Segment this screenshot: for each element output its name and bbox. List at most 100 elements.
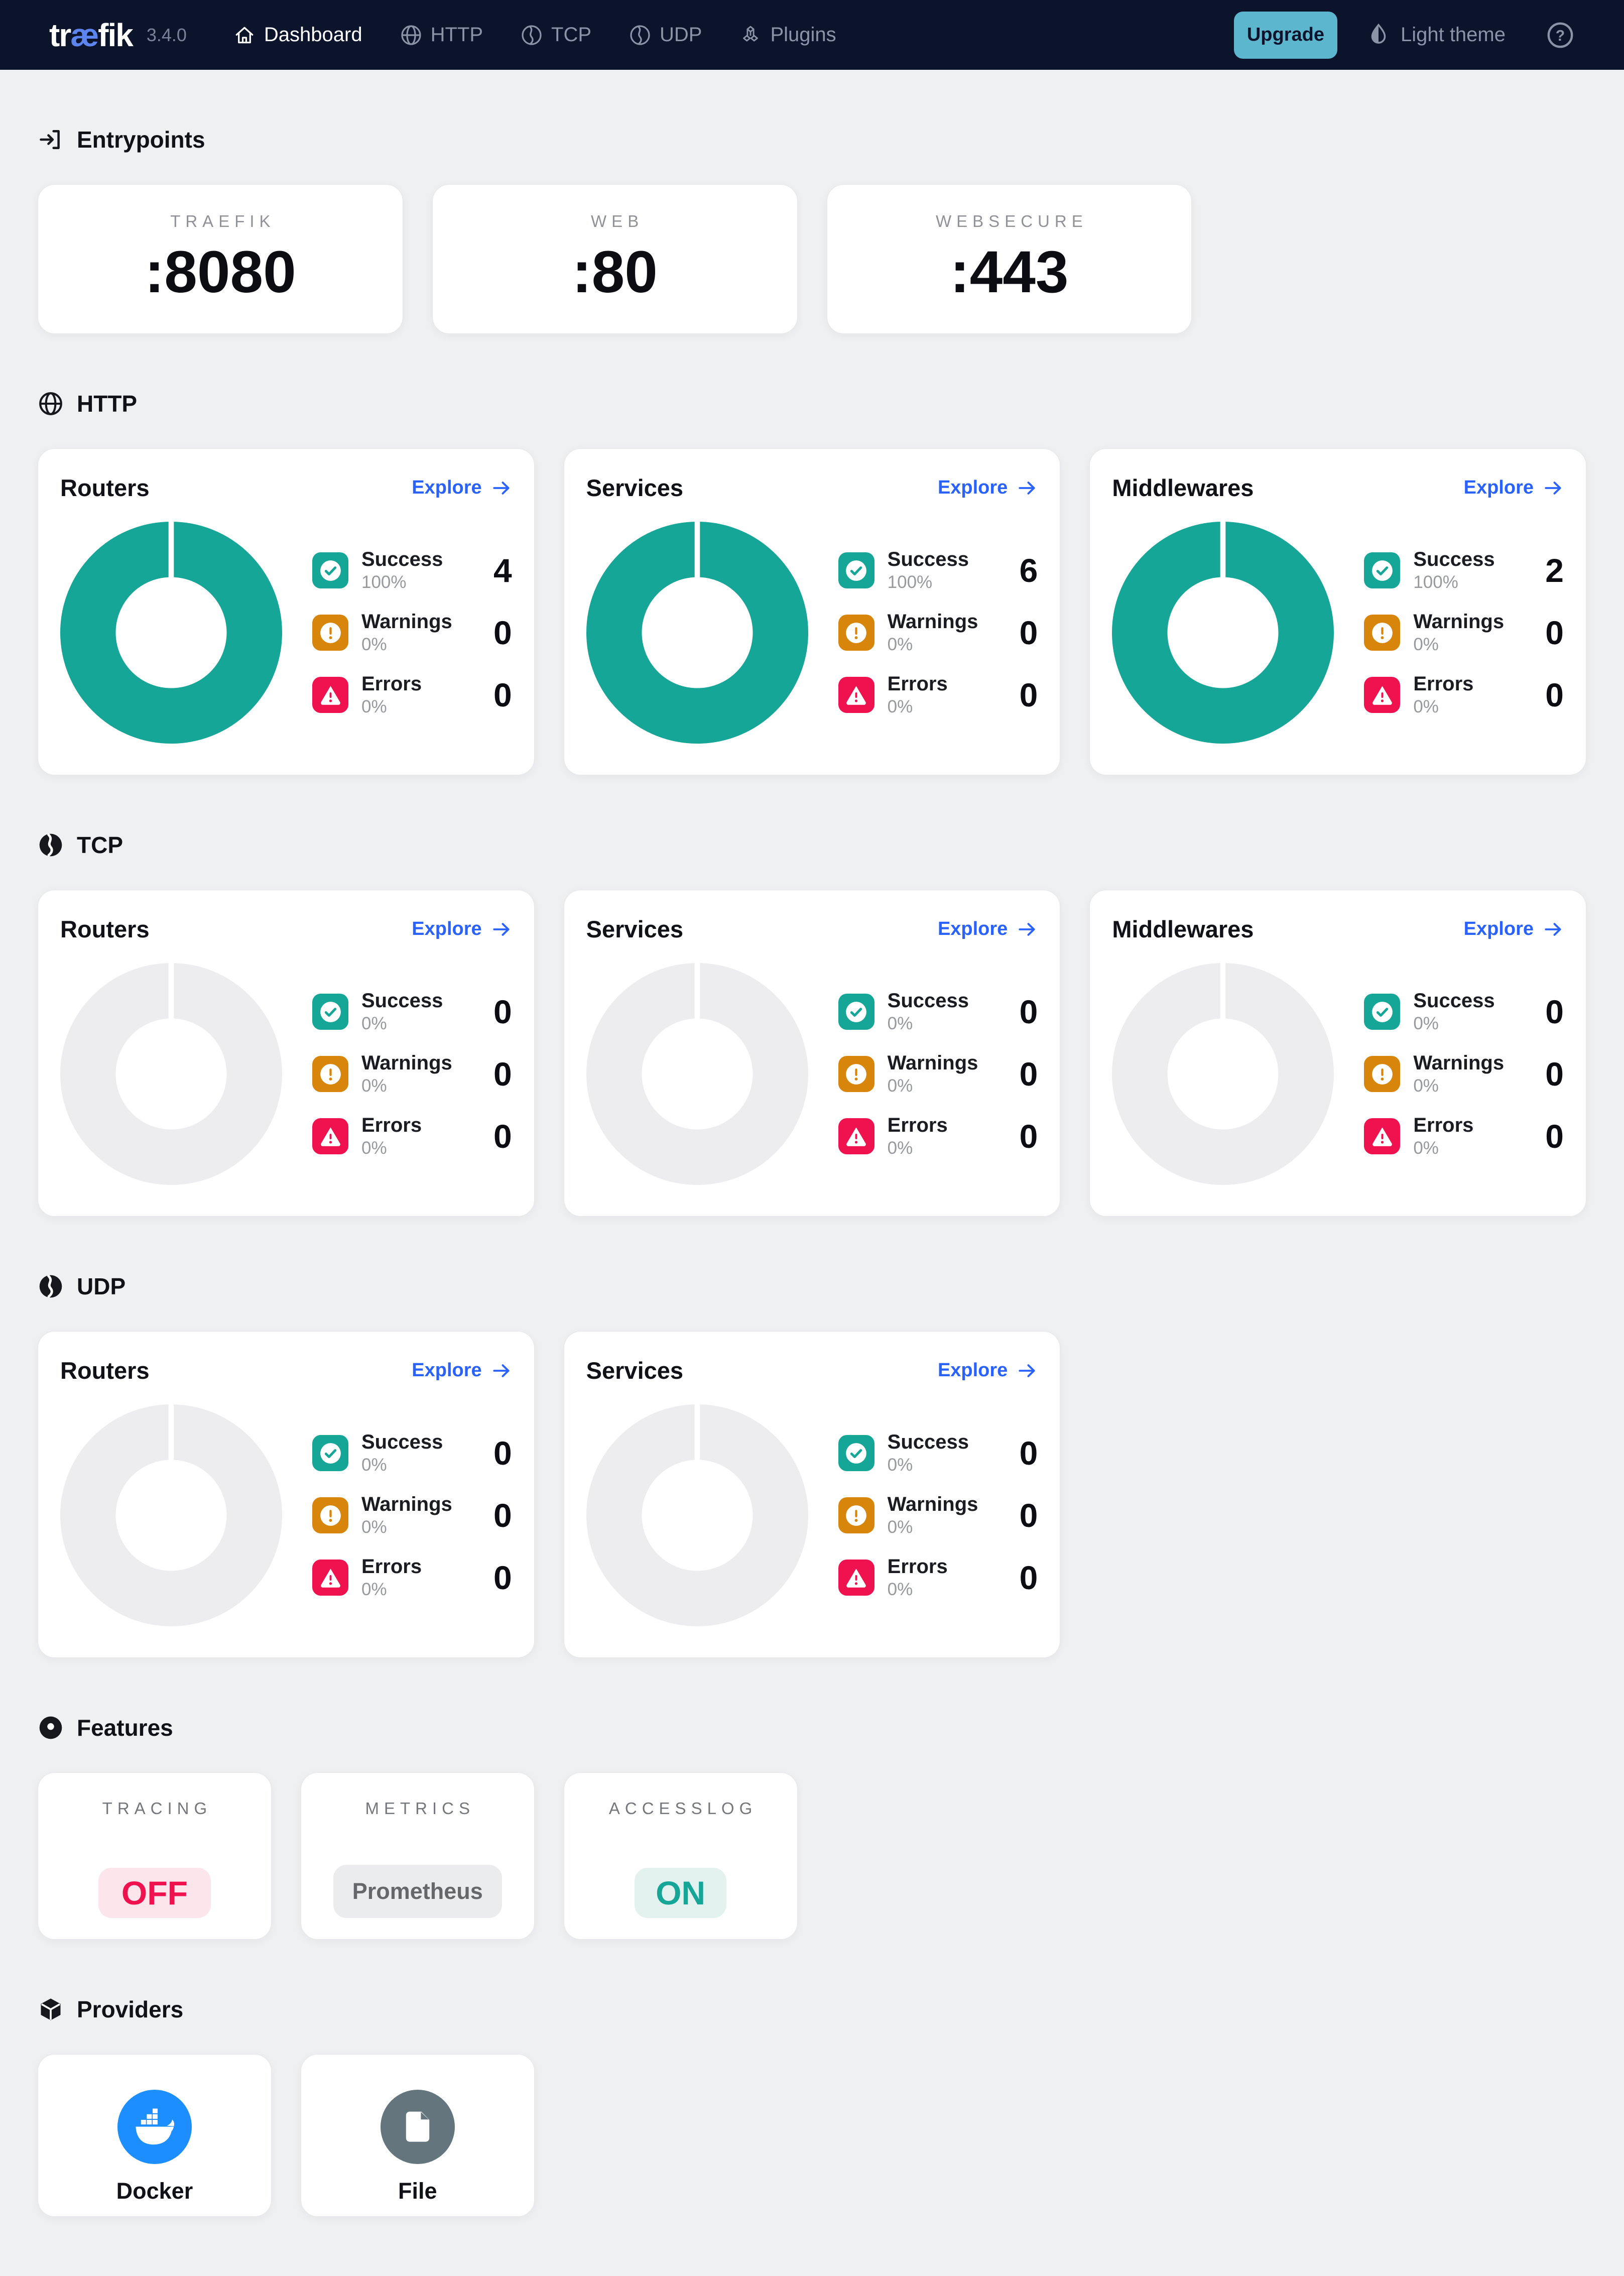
top-navbar: tr æ fik 3.4.0 Dashboard HTTP TCP UDP [0, 0, 1624, 70]
success-icon [312, 994, 348, 1030]
warnings-stat: Warnings 0% 0 [838, 1493, 1038, 1537]
svg-text:?: ? [1556, 28, 1565, 44]
status-donut-chart [60, 963, 282, 1185]
explore-link[interactable]: Explore [412, 1360, 512, 1381]
nav-label: Plugins [770, 24, 836, 46]
status-donut-chart [60, 522, 282, 744]
success-stat: Success 0% 0 [312, 990, 512, 1034]
feature-card-metrics: METRICS Prometheus [300, 1772, 535, 1940]
nav-item-udp[interactable]: UDP [629, 24, 702, 47]
warnings-count: 0 [1545, 614, 1564, 651]
error-icon [312, 1118, 348, 1154]
nav-item-http[interactable]: HTTP [400, 24, 483, 47]
arrow-right-icon [1019, 481, 1035, 495]
entrypoints-icon [40, 130, 60, 149]
arrow-right-icon [1545, 922, 1561, 936]
status-donut-chart [586, 1404, 808, 1626]
error-icon [1364, 1118, 1401, 1154]
explore-link[interactable]: Explore [412, 477, 512, 499]
arrow-right-icon [493, 481, 510, 495]
connection-icon [39, 833, 62, 857]
feature-card-accesslog: ACCESSLOG ON [563, 1772, 798, 1940]
errors-count: 0 [1545, 1118, 1564, 1155]
error-icon [838, 677, 875, 713]
http-services-card: Services Explore Success 100% [563, 448, 1061, 775]
entrypoint-port: :80 [572, 239, 658, 305]
help-icon: ? [1547, 22, 1573, 48]
status-donut-chart [586, 963, 808, 1185]
theme-label: Light theme [1400, 24, 1506, 46]
card-title: Routers [60, 916, 150, 942]
success-stat: Success 0% 0 [1364, 990, 1564, 1034]
package-icon [41, 1998, 61, 2020]
udp-heading: UDP [38, 1273, 1586, 1300]
provider-name: File [398, 2178, 437, 2204]
section-providers: Providers Docker [38, 1996, 1586, 2217]
error-icon [838, 1118, 875, 1154]
warnings-count: 0 [1545, 1055, 1564, 1093]
warnings-count: 0 [493, 614, 512, 651]
dashboard-main: Entrypoints TRAEFIK :8080 WEB :80 WEBSEC… [0, 70, 1624, 2276]
nav-item-tcp[interactable]: TCP [520, 24, 591, 47]
section-title: UDP [77, 1273, 126, 1299]
status-donut-chart [586, 522, 808, 744]
status-donut-chart [60, 1404, 282, 1626]
errors-stat: Errors 0% 0 [838, 673, 1038, 717]
warnings-count: 0 [493, 1497, 512, 1534]
cubes-icon [743, 26, 759, 42]
card-title: Services [586, 474, 684, 501]
errors-count: 0 [1019, 1559, 1038, 1596]
nav-label: Dashboard [264, 24, 362, 46]
warnings-count: 0 [1019, 1497, 1038, 1534]
explore-link[interactable]: Explore [1464, 918, 1564, 940]
providers-heading: Providers [38, 1996, 1586, 2023]
warnings-stat: Warnings 0% 0 [1364, 1052, 1564, 1096]
success-icon [838, 1435, 875, 1471]
udp-grid: Routers Explore Success 0% [38, 1331, 1586, 1658]
errors-stat: Errors 0% 0 [1364, 673, 1564, 717]
arrow-right-icon [1019, 1364, 1035, 1377]
warning-icon [838, 1056, 875, 1092]
success-icon [312, 552, 348, 588]
http-grid: Routers Explore Success 100% [38, 448, 1586, 775]
card-title: Services [586, 1357, 684, 1384]
success-stat: Success 0% 0 [312, 1431, 512, 1475]
home-icon [235, 27, 254, 43]
explore-label: Explore [412, 1360, 482, 1381]
explore-link[interactable]: Explore [938, 1360, 1038, 1381]
success-icon [312, 1435, 348, 1471]
explore-link[interactable]: Explore [412, 918, 512, 940]
help-button[interactable]: ? [1546, 21, 1575, 50]
explore-link[interactable]: Explore [1464, 477, 1564, 499]
traefik-logo[interactable]: tr æ fik [49, 17, 134, 54]
explore-link[interactable]: Explore [938, 918, 1038, 940]
nav-item-dashboard[interactable]: Dashboard [233, 24, 362, 47]
entrypoint-name: TRAEFIK [170, 212, 276, 230]
success-stat: Success 100% 6 [838, 548, 1038, 592]
section-entrypoints: Entrypoints TRAEFIK :8080 WEB :80 WEBSEC… [38, 126, 1586, 334]
nav-item-plugins[interactable]: Plugins [739, 24, 836, 47]
explore-link[interactable]: Explore [938, 477, 1038, 499]
card-title: Services [586, 916, 684, 942]
success-icon [838, 994, 875, 1030]
errors-count: 0 [493, 1118, 512, 1155]
entrypoint-port: :443 [950, 239, 1069, 305]
logo-text: fik [98, 17, 134, 53]
section-tcp: TCP Routers Explore [38, 831, 1586, 1217]
contrast-droplet-icon [1371, 23, 1386, 44]
errors-stat: Errors 0% 0 [312, 1555, 512, 1600]
explore-label: Explore [1463, 918, 1534, 939]
errors-stat: Errors 0% 0 [312, 1114, 512, 1158]
features-grid: TRACING OFF METRICS Prometheus ACCESSLOG… [38, 1772, 1586, 1940]
theme-toggle[interactable]: Light theme [1365, 22, 1506, 48]
udp-routers-card: Routers Explore Success 0% [38, 1331, 535, 1658]
success-stat: Success 100% 4 [312, 548, 512, 592]
feature-name: ACCESSLOG [608, 1799, 758, 1818]
warnings-stat: Warnings 0% 0 [312, 1493, 512, 1537]
providers-grid: Docker File [38, 2054, 1586, 2217]
entrypoint-card-websecure: WEBSECURE :443 [826, 184, 1192, 334]
tcp-grid: Routers Explore Success 0% [38, 890, 1586, 1217]
upgrade-button[interactable]: Upgrade [1233, 11, 1337, 59]
success-count: 0 [1019, 1434, 1038, 1472]
tcp-heading: TCP [38, 831, 1586, 859]
